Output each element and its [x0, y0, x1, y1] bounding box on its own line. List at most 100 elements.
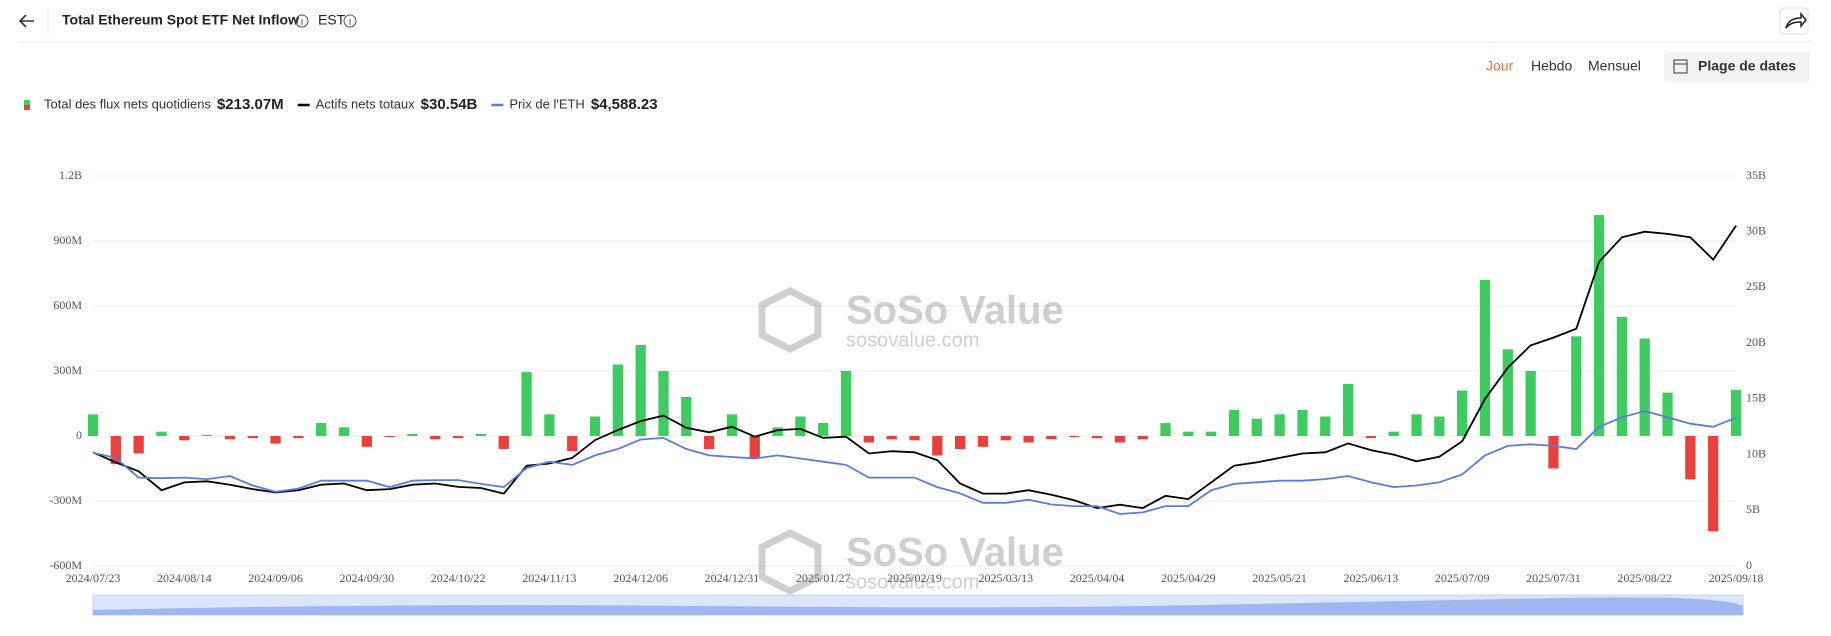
- y2-tick-label: 15B: [1746, 391, 1766, 405]
- x-tick-label: 2024/12/06: [613, 571, 668, 585]
- y-tick-label: 600M: [53, 298, 82, 312]
- x-tick-label: 2024/09/06: [248, 571, 303, 585]
- period-button[interactable]: Mensuel: [1588, 58, 1641, 74]
- bar: [224, 436, 236, 440]
- bar: [1548, 436, 1559, 469]
- bar: [932, 436, 943, 456]
- bar: [1023, 436, 1034, 443]
- calendar-icon: [1673, 59, 1688, 74]
- date-range-label[interactable]: Plage de dates: [1698, 58, 1796, 74]
- watermark-url: sosovalue.com: [846, 571, 979, 593]
- bar: [1639, 338, 1650, 436]
- bar: [1662, 392, 1673, 436]
- x-tick-label: 2024/09/30: [339, 571, 394, 585]
- timezone: EST: [318, 12, 346, 28]
- line: [92, 225, 1737, 510]
- y-tick-label: 1.2B: [59, 168, 82, 182]
- y-tick-label: 300M: [53, 363, 82, 377]
- bar: [521, 372, 532, 436]
- bar: [1320, 416, 1331, 436]
- bar: [1616, 316, 1628, 436]
- x-tick-label: 2025/05/21: [1252, 571, 1307, 585]
- bar: [293, 436, 304, 439]
- date-range-button[interactable]: [1664, 52, 1810, 82]
- y2-tick-label: 25B: [1746, 279, 1766, 293]
- watermark-logo: [758, 287, 822, 353]
- bar: [681, 397, 692, 436]
- bar: [772, 427, 783, 436]
- bar: [110, 436, 121, 465]
- x-tick-label: 2025/02/19: [887, 571, 942, 585]
- x-tick-label: 2024/10/22: [431, 571, 486, 585]
- bar: [361, 436, 372, 447]
- bar: [977, 436, 989, 447]
- bar: [955, 436, 966, 449]
- bar: [886, 436, 897, 440]
- legend-value: $213.07M: [217, 96, 284, 113]
- bar: [201, 434, 213, 436]
- period-button[interactable]: Hebdo: [1531, 58, 1572, 74]
- bar: [635, 345, 646, 436]
- x-tick-label: 2024/12/31: [705, 571, 760, 585]
- bar: [703, 436, 715, 449]
- legend-value: $30.54B: [421, 96, 478, 113]
- bar: [1114, 436, 1126, 443]
- bar: [1388, 431, 1399, 436]
- bar: [1183, 431, 1194, 436]
- y2-tick-label: 30B: [1746, 223, 1766, 237]
- back-button[interactable]: [18, 14, 34, 28]
- bar: [1730, 389, 1742, 436]
- y2-tick-label: 0: [1746, 558, 1752, 572]
- bar: [1228, 410, 1240, 436]
- bar: [316, 423, 327, 436]
- bar: [270, 436, 281, 444]
- bar: [475, 433, 487, 436]
- period-button[interactable]: Jour: [1486, 58, 1514, 74]
- y-tick-label: 0: [76, 428, 82, 442]
- bar: [1091, 436, 1103, 439]
- y2-tick-label: 35B: [1746, 168, 1766, 182]
- x-tick-label: 2024/07/23: [66, 571, 121, 585]
- bar: [1000, 436, 1011, 441]
- bar: [544, 414, 555, 436]
- legend-swatch: [24, 105, 30, 110]
- x-tick-label: 2024/11/13: [522, 571, 576, 585]
- x-tick-label: 2025/07/31: [1526, 571, 1581, 585]
- bar: [726, 414, 738, 436]
- legend-label: Total des flux nets quotidiens: [44, 96, 211, 111]
- x-tick-label: 2025/06/13: [1344, 571, 1399, 585]
- bar: [87, 414, 99, 436]
- x-tick-label: 2025/03/13: [978, 571, 1033, 585]
- y2-tick-label: 5B: [1746, 502, 1760, 516]
- bar: [1342, 384, 1354, 436]
- watermark-logo: [758, 529, 822, 595]
- bar: [1137, 436, 1148, 440]
- bar: [384, 436, 395, 438]
- bar: [407, 433, 418, 436]
- bar: [1479, 280, 1491, 436]
- title: Total Ethereum Spot ETF Net Inflow: [62, 12, 299, 28]
- bar: [1365, 436, 1377, 439]
- share-button[interactable]: [1779, 7, 1809, 35]
- info-icon[interactable]: [343, 14, 357, 28]
- x-tick-label: 2024/08/14: [157, 571, 212, 585]
- info-icon[interactable]: [295, 14, 309, 28]
- bar: [1251, 418, 1262, 436]
- x-tick-label: 2025/04/04: [1070, 571, 1125, 585]
- bar: [863, 436, 874, 443]
- bar: [1160, 423, 1171, 436]
- bar: [1411, 414, 1422, 436]
- bar: [612, 364, 623, 436]
- bar: [1525, 371, 1536, 436]
- bar: [1708, 436, 1719, 532]
- bar: [247, 436, 258, 439]
- bar: [749, 436, 760, 458]
- bar: [133, 436, 144, 454]
- legend-label: Actifs nets totaux: [316, 96, 415, 111]
- x-tick-label: 2025/07/09: [1435, 571, 1490, 585]
- bar: [658, 371, 669, 436]
- bar: [1502, 349, 1513, 436]
